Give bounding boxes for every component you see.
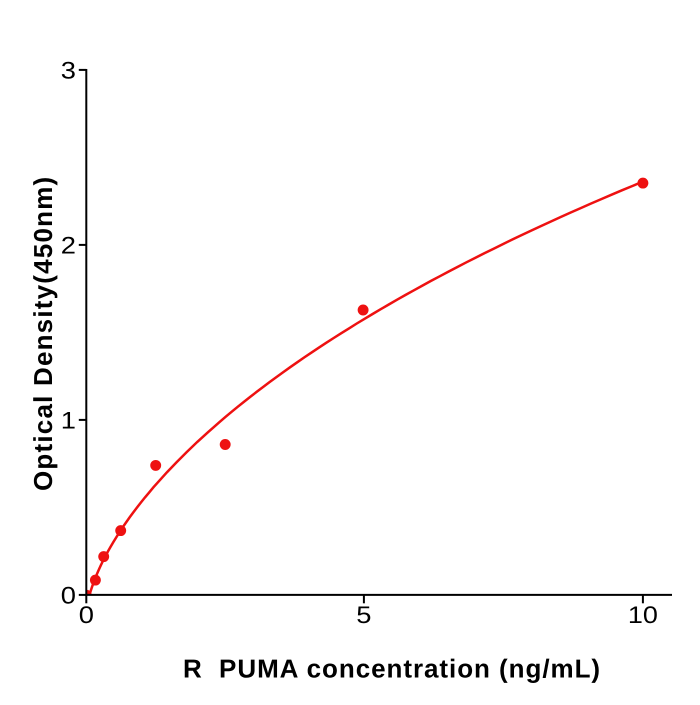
svg-text:1: 1	[61, 408, 76, 435]
svg-text:3: 3	[61, 58, 76, 85]
svg-text:Optical Density(450nm): Optical Density(450nm)	[28, 176, 58, 491]
svg-text:2: 2	[61, 233, 76, 260]
svg-text:R PUMA concentration (ng/mL): R PUMA concentration (ng/mL)	[183, 654, 601, 684]
svg-text:0: 0	[61, 583, 76, 610]
svg-text:0: 0	[79, 602, 94, 629]
svg-text:5: 5	[356, 602, 371, 629]
svg-text:10: 10	[628, 602, 658, 629]
